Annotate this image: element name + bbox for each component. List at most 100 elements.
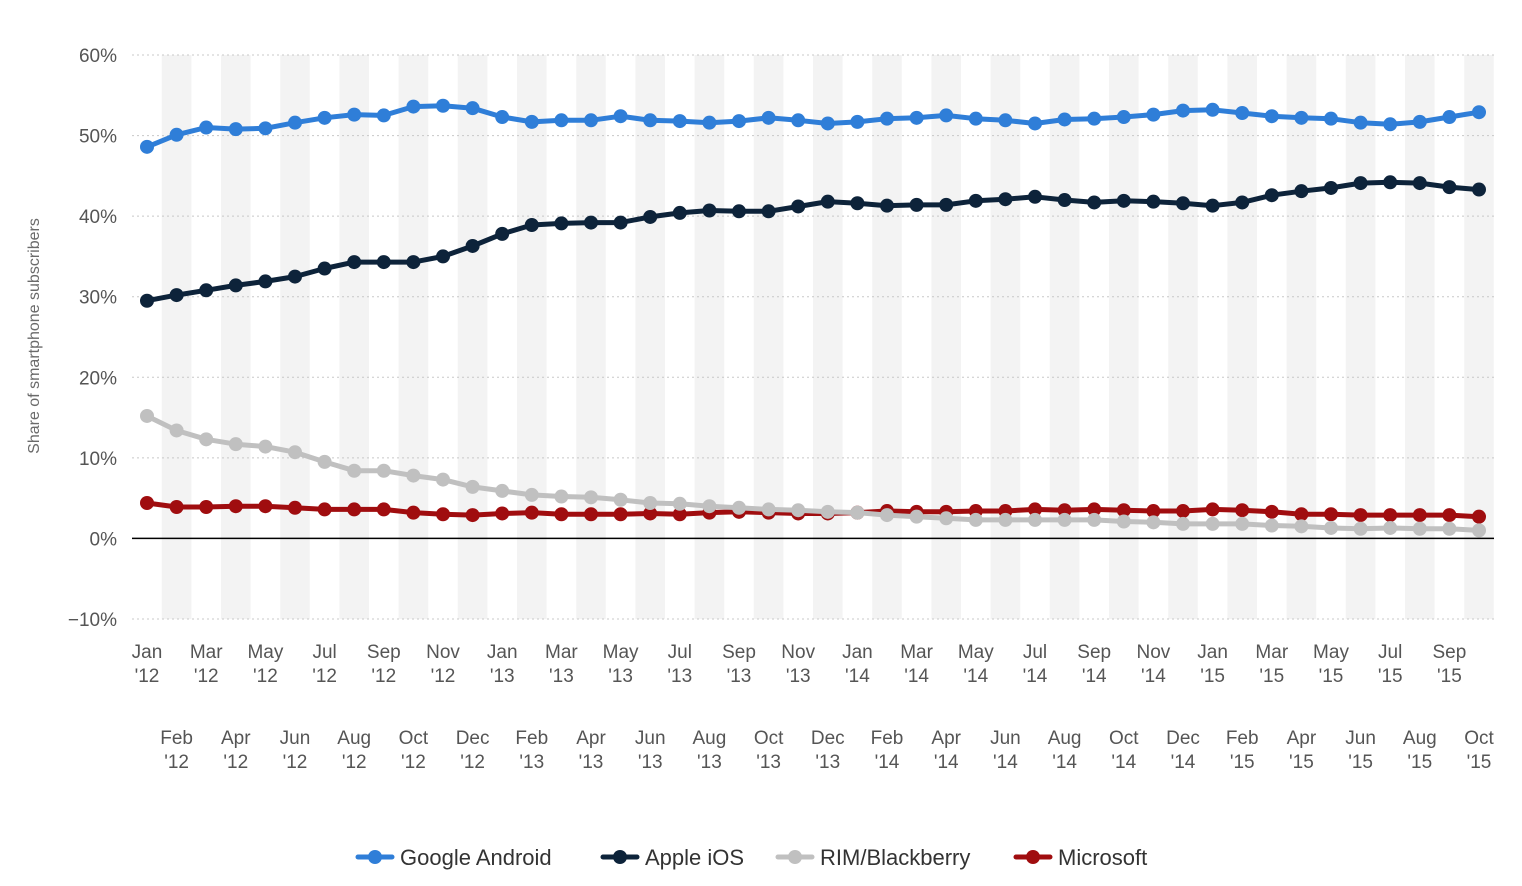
data-point[interactable] [376, 108, 391, 123]
data-point[interactable] [1116, 503, 1131, 518]
data-point[interactable] [199, 283, 214, 298]
data-point[interactable] [584, 507, 598, 522]
data-point[interactable] [1353, 115, 1368, 130]
data-point[interactable] [1176, 196, 1190, 211]
data-point[interactable] [732, 204, 746, 219]
data-point[interactable] [939, 108, 954, 123]
data-point[interactable] [850, 505, 865, 520]
data-point[interactable] [672, 507, 687, 522]
data-point[interactable] [1028, 512, 1042, 527]
data-point[interactable] [850, 196, 865, 211]
data-point[interactable] [258, 439, 273, 454]
data-point[interactable] [1146, 107, 1161, 122]
data-point[interactable] [376, 502, 391, 517]
data-point[interactable] [554, 507, 569, 522]
data-point[interactable] [791, 503, 806, 518]
data-point[interactable] [169, 500, 184, 515]
data-point[interactable] [465, 101, 480, 116]
data-point[interactable] [288, 500, 302, 515]
data-point[interactable] [465, 508, 480, 523]
data-point[interactable] [436, 507, 450, 522]
data-point[interactable] [702, 115, 717, 130]
data-point[interactable] [791, 113, 806, 128]
data-point[interactable] [1116, 193, 1131, 208]
data-point[interactable] [791, 199, 806, 214]
data-point[interactable] [1353, 521, 1368, 536]
data-point[interactable] [1472, 509, 1486, 524]
data-point[interactable] [1205, 198, 1220, 213]
data-point[interactable] [732, 500, 746, 515]
data-point[interactable] [909, 509, 924, 524]
data-point[interactable] [820, 504, 835, 519]
data-point[interactable] [406, 505, 421, 520]
data-point[interactable] [584, 215, 598, 230]
data-point[interactable] [495, 483, 510, 498]
data-point[interactable] [643, 506, 658, 521]
data-point[interactable] [1442, 508, 1457, 523]
data-point[interactable] [998, 113, 1013, 128]
data-point[interactable] [820, 194, 835, 209]
data-point[interactable] [1264, 518, 1279, 533]
data-point[interactable] [1057, 503, 1072, 518]
data-point[interactable] [347, 107, 362, 122]
data-point[interactable] [169, 127, 184, 142]
data-point[interactable] [1057, 112, 1072, 127]
data-point[interactable] [1383, 508, 1398, 523]
data-point[interactable] [1235, 503, 1250, 518]
data-point[interactable] [1146, 504, 1161, 519]
data-point[interactable] [524, 487, 539, 502]
data-point[interactable] [317, 261, 332, 276]
data-point[interactable] [1294, 110, 1309, 125]
data-point[interactable] [761, 204, 776, 219]
data-point[interactable] [495, 110, 510, 125]
data-point[interactable] [1028, 502, 1042, 517]
data-point[interactable] [1383, 520, 1398, 535]
data-point[interactable] [406, 255, 421, 270]
data-point[interactable] [169, 288, 184, 303]
legend-item[interactable]: Apple iOS [600, 845, 744, 870]
data-point[interactable] [317, 502, 332, 517]
data-point[interactable] [909, 197, 924, 212]
data-point[interactable] [199, 432, 214, 447]
data-point[interactable] [1294, 184, 1309, 199]
data-point[interactable] [1442, 521, 1457, 536]
data-point[interactable] [495, 226, 510, 241]
data-point[interactable] [1176, 504, 1190, 519]
data-point[interactable] [1412, 508, 1427, 523]
data-point[interactable] [1116, 514, 1131, 529]
data-point[interactable] [1057, 512, 1072, 527]
data-point[interactable] [761, 502, 776, 517]
data-point[interactable] [524, 218, 539, 233]
data-point[interactable] [1412, 176, 1427, 191]
data-point[interactable] [1264, 504, 1279, 519]
data-point[interactable] [702, 499, 717, 514]
data-point[interactable] [1294, 519, 1309, 534]
data-point[interactable] [672, 114, 687, 129]
data-point[interactable] [169, 423, 184, 438]
data-point[interactable] [1472, 182, 1486, 197]
data-point[interactable] [436, 98, 450, 113]
data-point[interactable] [1205, 516, 1220, 531]
data-point[interactable] [554, 113, 569, 128]
data-point[interactable] [880, 198, 894, 213]
data-point[interactable] [199, 500, 214, 515]
data-point[interactable] [968, 111, 983, 126]
data-point[interactable] [939, 197, 954, 212]
data-point[interactable] [1176, 516, 1190, 531]
data-point[interactable] [820, 116, 835, 131]
data-point[interactable] [524, 505, 539, 520]
data-point[interactable] [672, 496, 687, 511]
data-point[interactable] [1028, 189, 1042, 204]
data-point[interactable] [998, 512, 1013, 527]
data-point[interactable] [613, 507, 628, 522]
data-point[interactable] [880, 111, 894, 126]
data-point[interactable] [347, 255, 362, 270]
data-point[interactable] [495, 506, 510, 521]
data-point[interactable] [850, 114, 865, 129]
data-point[interactable] [140, 139, 154, 154]
data-point[interactable] [702, 203, 717, 218]
data-point[interactable] [1472, 523, 1486, 538]
data-point[interactable] [1028, 116, 1042, 131]
data-point[interactable] [317, 110, 332, 125]
data-point[interactable] [613, 109, 628, 124]
